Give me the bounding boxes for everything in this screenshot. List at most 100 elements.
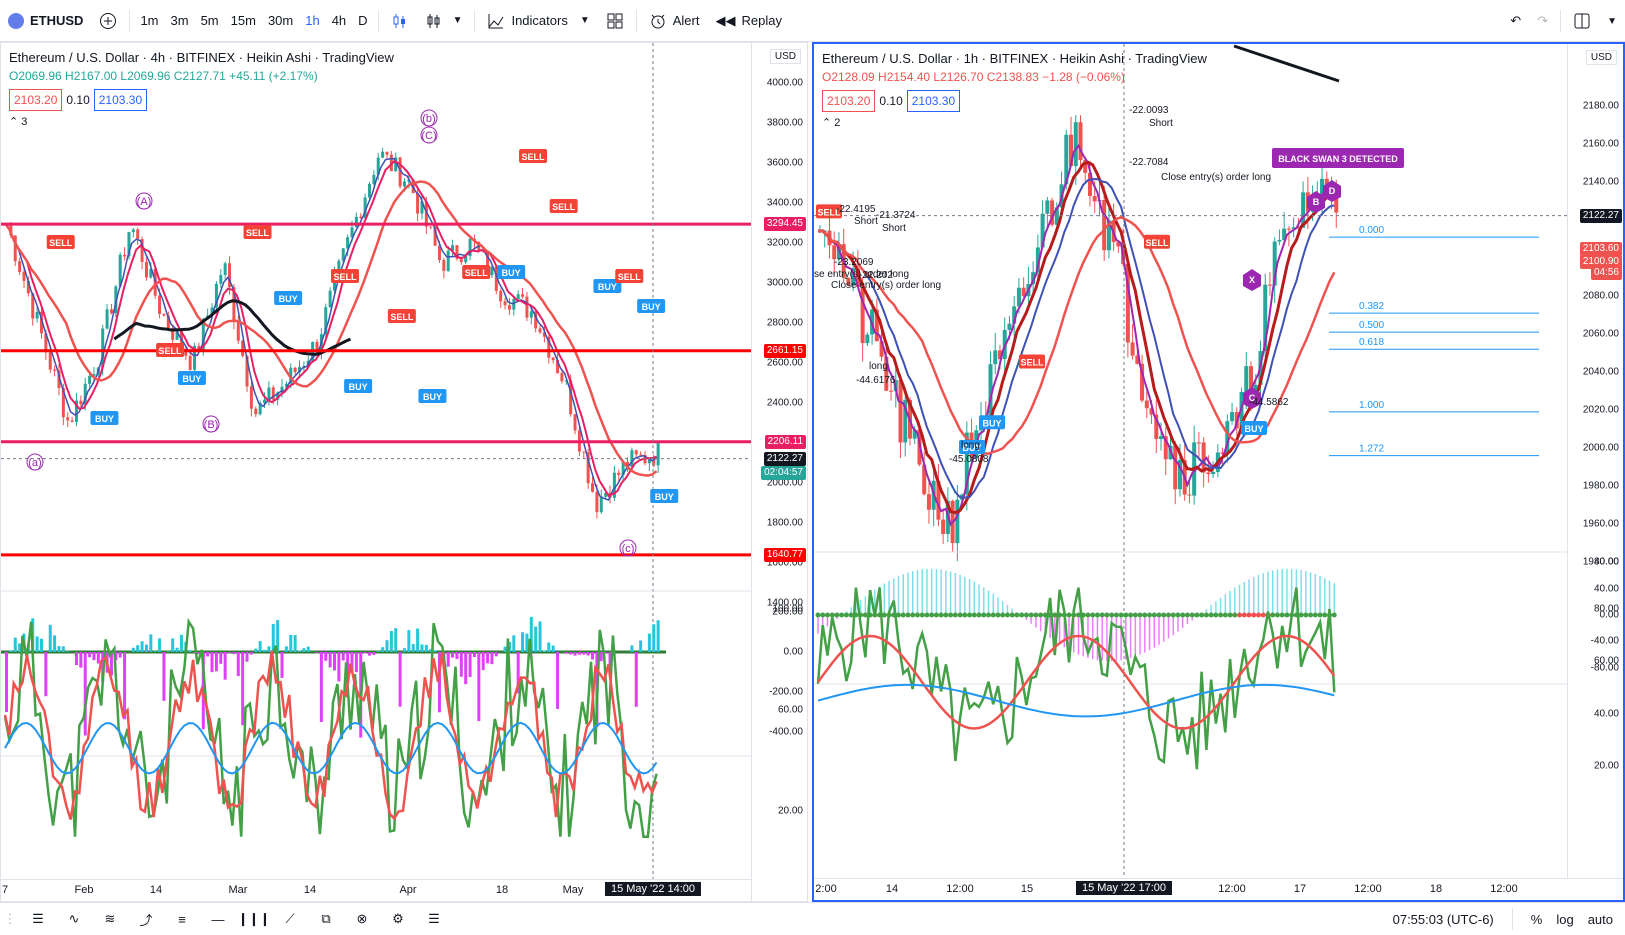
candle-body: [652, 459, 656, 466]
sell-price-box[interactable]: 2103.20: [822, 90, 876, 112]
horizontal-line-icon: —: [211, 911, 225, 927]
horizontal-line-button[interactable]: —: [200, 912, 236, 927]
interval-15m[interactable]: 15m: [230, 13, 256, 28]
indicator-toggle[interactable]: ⌃ 3: [9, 116, 28, 128]
price-chart-1h[interactable]: 0.000 0.382 0.500 0.618 1.000 1.272 BLACK SWAN…: [814, 44, 1567, 880]
replay-button[interactable]: ◀◀ Replay: [707, 0, 789, 42]
bar-style-button[interactable]: [383, 0, 417, 42]
interval-1m[interactable]: 1m: [140, 13, 159, 28]
zero-dot: [1180, 612, 1186, 618]
time-tick: 14: [303, 884, 317, 896]
sell-price-box[interactable]: 2103.20: [9, 89, 63, 111]
price-tick: 1940.00: [1582, 556, 1619, 568]
zero-dot: [976, 612, 982, 618]
buy-price-box[interactable]: 2103.30: [93, 89, 148, 111]
candle-body: [1092, 195, 1097, 202]
zero-dot: [981, 612, 987, 618]
chart-pane-4h[interactable]: SELL BUY SELL BUY SELL BUY SELL BUY SELL BUY SELL B…: [0, 42, 808, 902]
zero-dot: [1132, 612, 1138, 618]
momentum-bar: [407, 630, 411, 652]
candle-body: [955, 499, 960, 544]
zero-dot: [900, 612, 906, 618]
layout-button[interactable]: [1565, 0, 1599, 42]
path-tool-button[interactable]: ⤴: [128, 910, 164, 929]
toolbar-divider: [1560, 10, 1562, 32]
drag-handle[interactable]: ⋮: [3, 911, 17, 926]
settings-tool-button[interactable]: ☰: [416, 911, 452, 927]
candle-body: [363, 197, 367, 218]
candle-body: [1064, 134, 1069, 185]
redo-button[interactable]: ↷: [1529, 0, 1556, 42]
undo-button[interactable]: ↶: [1502, 0, 1529, 42]
trade-annotation: long: [869, 361, 888, 372]
momentum-bar: [188, 650, 192, 652]
pattern-tool-button[interactable]: ∿: [56, 911, 92, 927]
time-axis[interactable]: 2:00 14 12:00 15 12:00 17 12:00 18 12:00 15 May '…: [814, 878, 1623, 900]
zero-dot: [1203, 612, 1209, 618]
candle-body: [534, 311, 538, 329]
candle-body: [433, 227, 437, 246]
momentum-bar: [381, 647, 385, 652]
candle-body: [109, 309, 113, 314]
percent-toggle[interactable]: %: [1530, 911, 1543, 927]
time-axis[interactable]: 7 Feb 14 Mar 14 Apr 18 May 15 May '22 14:00: [1, 879, 751, 901]
zero-dot: [1260, 612, 1266, 618]
clock[interactable]: 07:55:03 (UTC-6): [1392, 911, 1494, 927]
xabcd-tool-button[interactable]: ⧉: [308, 911, 344, 927]
buy-price-box[interactable]: 2103.30: [906, 90, 961, 112]
zero-dot: [1199, 612, 1205, 618]
position-tool-button[interactable]: ⚙: [380, 911, 416, 927]
templates-button[interactable]: [598, 0, 632, 42]
elliott-tool-button[interactable]: ≋: [92, 911, 128, 927]
price-label: 2103.60: [1579, 241, 1622, 256]
time-tick: 14: [885, 883, 899, 895]
redo-icon: ↷: [1537, 13, 1549, 28]
indicator-toggle[interactable]: ⌃ 2: [822, 117, 841, 129]
interval-30m[interactable]: 30m: [267, 13, 294, 28]
path-icon: ⤴: [139, 912, 153, 928]
symbol-search-button[interactable]: ETHUSD: [0, 0, 91, 42]
momentum-bar: [394, 628, 398, 652]
currency-button[interactable]: USD: [1585, 50, 1617, 65]
chart-pane-1h[interactable]: 0.000 0.382 0.500 0.618 1.000 1.272 BLACK SWAN…: [812, 42, 1625, 902]
zero-dot: [1052, 612, 1058, 618]
spiral-tool-button[interactable]: ⊗: [344, 911, 380, 927]
log-toggle[interactable]: log: [1556, 911, 1574, 927]
indicators-label: Indicators: [511, 13, 568, 28]
alert-button[interactable]: Alert: [641, 0, 708, 42]
sell-signal: [816, 204, 842, 219]
pitchfork-tool-button[interactable]: ≡: [164, 912, 200, 927]
compare-add-button[interactable]: [91, 0, 125, 42]
momentum-bar: [123, 652, 127, 720]
auto-toggle[interactable]: auto: [1587, 911, 1613, 927]
indicators-button[interactable]: Indicators ▼: [479, 0, 597, 42]
momentum-bar: [289, 634, 293, 652]
candle-body: [1012, 306, 1017, 324]
interval-4h[interactable]: 4h: [331, 13, 347, 28]
layout-menu-button[interactable]: ▼: [1599, 0, 1625, 42]
interval-3m[interactable]: 3m: [170, 13, 189, 28]
zero-dot: [1189, 612, 1195, 618]
price-axis[interactable]: USD 4000.00 3800.00 3600.00 3400.00 3200.00 3…: [751, 43, 807, 901]
trade-annotation: Short: [1149, 118, 1173, 129]
interval-D[interactable]: D: [358, 13, 368, 28]
trend-tools-button[interactable]: ☰: [20, 911, 56, 927]
momentum-bar: [83, 652, 87, 736]
candle-body: [381, 151, 385, 158]
wave-marker: [26, 453, 44, 471]
zero-dot: [1270, 612, 1276, 618]
currency-button[interactable]: USD: [769, 49, 801, 64]
chart-type-button[interactable]: ▼: [417, 0, 471, 42]
momentum-bar: [451, 652, 455, 658]
interval-1h[interactable]: 1h: [305, 13, 320, 28]
vertical-lines-button[interactable]: ❙❙❙: [236, 911, 272, 927]
momentum-bar: [319, 652, 323, 722]
price-axis[interactable]: USD 2180.002160.002140.002120.002100.002…: [1567, 44, 1623, 900]
ray-tool-button[interactable]: ⟋: [272, 911, 308, 927]
status-right: 07:55:03 (UTC-6) % log auto: [1393, 908, 1613, 930]
interval-5m[interactable]: 5m: [200, 13, 219, 28]
wave-label: (A): [137, 196, 152, 208]
candle-body: [66, 417, 70, 421]
candle-body: [424, 201, 428, 227]
